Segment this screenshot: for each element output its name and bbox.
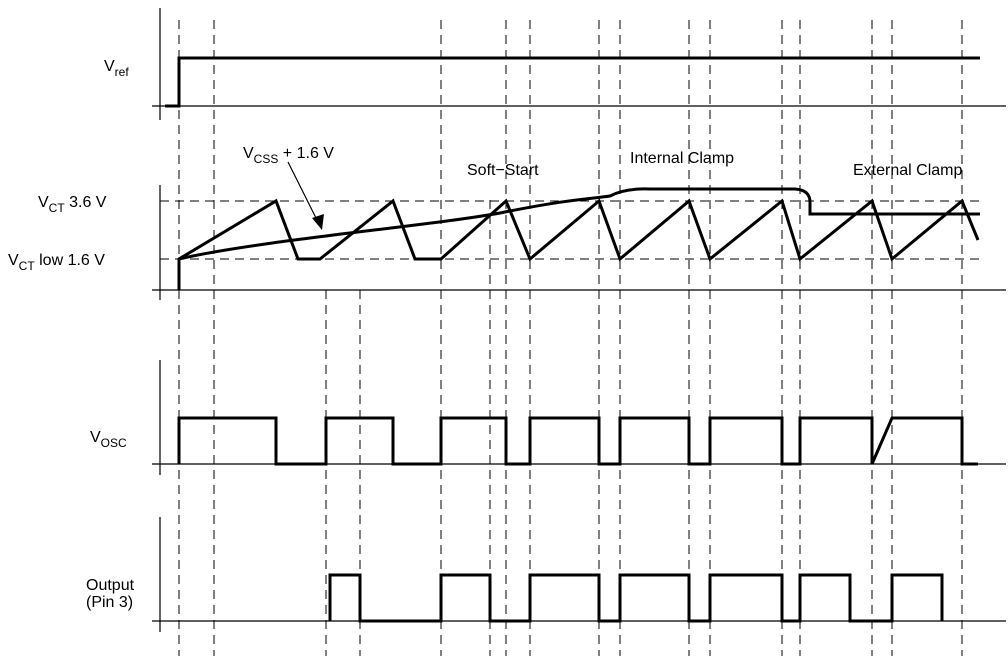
external-clamp-annotation: External Clamp xyxy=(853,162,962,179)
vct-low-label: VCT low 1.6 V xyxy=(8,252,105,273)
output-label-line1: Output xyxy=(86,577,135,594)
output-label-line2: (Pin 3) xyxy=(86,594,133,611)
vct-36-label: VCT 3.6 V xyxy=(38,194,107,215)
vcss-arrow-line xyxy=(287,161,319,223)
vct-36-label-rest: 3.6 V xyxy=(65,194,107,211)
vref-label-sub: ref xyxy=(115,65,130,79)
vref-label-main: V xyxy=(104,58,115,75)
vcss-curve xyxy=(178,187,980,261)
vct-36-label-main: V xyxy=(38,194,49,211)
vct-low-label-main: V xyxy=(8,252,19,269)
vct-36-label-sub: CT xyxy=(49,201,66,215)
vcss-annotation: VCSS + 1.6 V xyxy=(243,145,334,166)
vct-low-label-sub: CT xyxy=(19,259,36,273)
vcss-annotation-main: V xyxy=(243,145,254,162)
vcss-annotation-sub: CSS xyxy=(254,152,279,166)
timing-markers xyxy=(178,20,963,656)
vosc-label-main: V xyxy=(90,429,101,446)
vct-low-label-rest: low 1.6 V xyxy=(35,252,106,269)
vosc-waveform xyxy=(177,416,978,466)
vcss-arrow-head xyxy=(312,214,324,230)
vcss-annotation-rest: + 1.6 V xyxy=(278,145,334,162)
soft-start-annotation: Soft−Start xyxy=(467,162,539,179)
output-waveform xyxy=(328,573,944,623)
axes xyxy=(152,8,1006,632)
vosc-label-sub: OSC xyxy=(101,436,127,450)
internal-clamp-annotation: Internal Clamp xyxy=(630,150,734,167)
vosc-label: VOSC xyxy=(90,429,127,450)
vref-label: Vref xyxy=(104,58,129,79)
vct-sawtooth-waveform xyxy=(177,198,980,290)
vref-waveform xyxy=(165,56,980,108)
